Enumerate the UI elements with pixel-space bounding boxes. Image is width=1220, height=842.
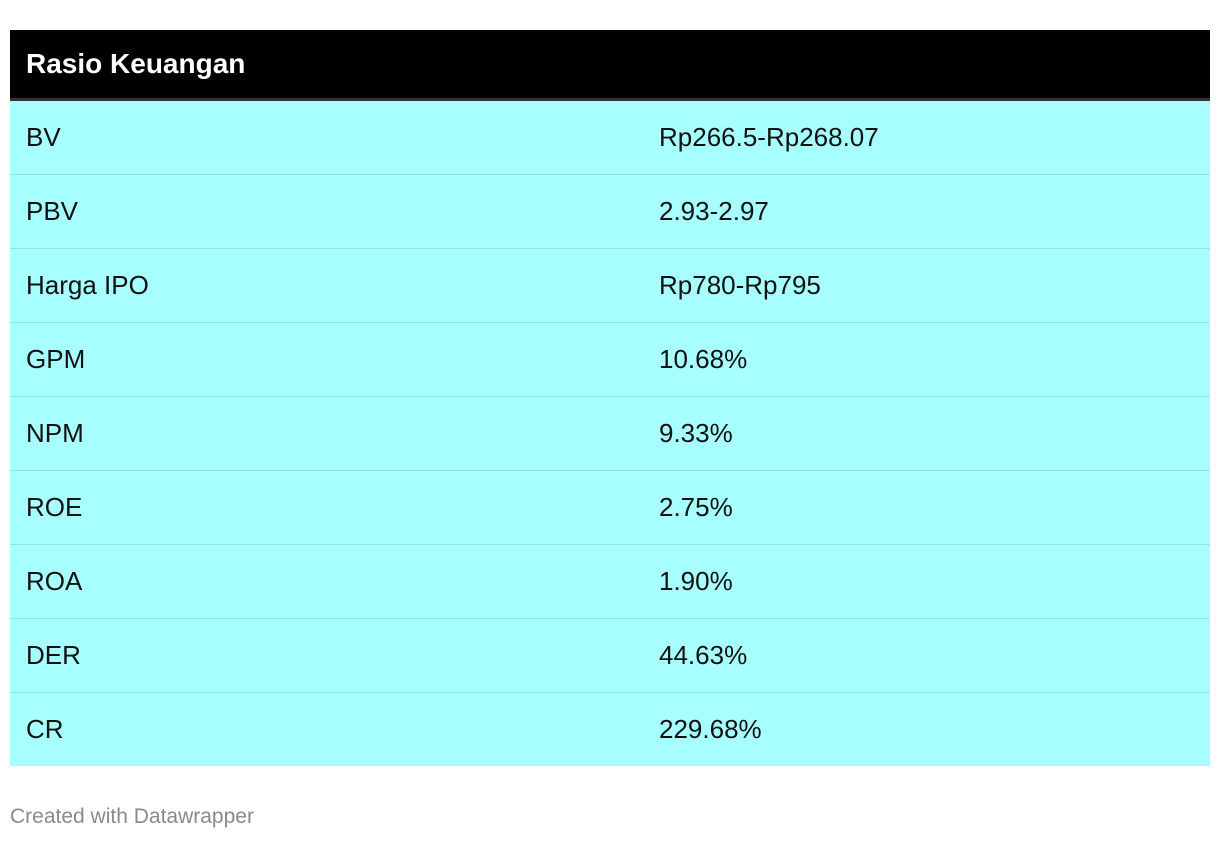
table-header: Rasio Keuangan <box>10 30 1210 101</box>
row-label: GPM <box>26 344 86 374</box>
table-row: NPM 9.33% <box>10 397 1210 471</box>
row-value: 2.93-2.97 <box>659 196 769 226</box>
row-value: 229.68% <box>659 714 762 744</box>
table-row: CR 229.68% <box>10 693 1210 766</box>
row-value: Rp266.5-Rp268.07 <box>659 122 879 152</box>
row-value: 1.90% <box>659 566 733 596</box>
row-label: BV <box>26 122 61 152</box>
table-row: ROA 1.90% <box>10 545 1210 619</box>
row-label: NPM <box>26 418 84 448</box>
table-body: BV Rp266.5-Rp268.07 PBV 2.93-2.97 Harga IPO R… <box>10 101 1210 766</box>
table-row: GPM 10.68% <box>10 323 1210 397</box>
row-value: 10.68% <box>659 344 748 374</box>
row-value: 44.63% <box>659 640 748 670</box>
row-value: 9.33% <box>659 418 733 448</box>
row-value: 2.75% <box>659 492 733 522</box>
table-row: BV Rp266.5-Rp268.07 <box>10 101 1210 175</box>
table-title: Rasio Keuangan <box>26 48 246 79</box>
ratio-table: Rasio Keuangan BV Rp266.5-Rp268.07 PBV 2.93… <box>10 30 1210 766</box>
table-row: PBV 2.93-2.97 <box>10 175 1210 249</box>
table-row: ROE 2.75% <box>10 471 1210 545</box>
row-label: CR <box>26 714 64 744</box>
credit-footer[interactable]: Created with Datawrapper <box>10 805 254 828</box>
table-row: Harga IPO Rp780-Rp795 <box>10 249 1210 323</box>
row-value: Rp780-Rp795 <box>659 270 821 300</box>
row-label: Harga IPO <box>26 270 149 300</box>
row-label: DER <box>26 640 81 670</box>
row-label: ROA <box>26 566 83 596</box>
row-label: PBV <box>26 196 79 226</box>
table-row: DER 44.63% <box>10 619 1210 693</box>
row-label: ROE <box>26 492 83 522</box>
